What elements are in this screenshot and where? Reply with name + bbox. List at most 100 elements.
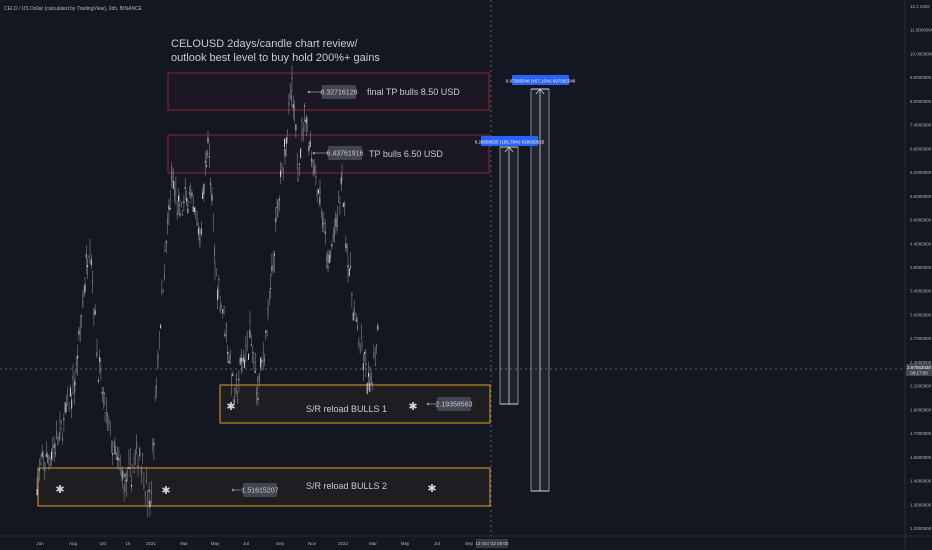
- price-tick-label: 1.5500000: [910, 455, 932, 460]
- candle-body: [354, 311, 355, 313]
- candle-body: [206, 165, 207, 167]
- candle-body: [99, 357, 101, 363]
- candle-body: [164, 250, 166, 252]
- time-tick-label: 16: [125, 541, 131, 546]
- candle-body: [187, 201, 189, 207]
- time-tick-label: 2021: [146, 541, 157, 546]
- current-price: 2.97552038: [907, 365, 931, 370]
- candle-body: [327, 266, 329, 268]
- candle-body: [257, 397, 259, 401]
- symbol-header: CELO / US Dollar (calculated by TradingV…: [4, 6, 143, 12]
- candle-body: [274, 253, 275, 256]
- candle-body: [211, 194, 213, 201]
- candle-body: [324, 231, 326, 234]
- measure-large-text: 6.97565548 (457.15%) 697565548: [506, 79, 576, 84]
- candle-body: [246, 338, 248, 339]
- price-tick-label: 5.6000000: [910, 194, 932, 199]
- candle-body: [362, 363, 364, 371]
- candle-body: [202, 192, 204, 200]
- final-tp-dot: [307, 90, 311, 94]
- candle-body: [222, 308, 224, 314]
- candle-body: [94, 310, 96, 315]
- candle-body: [59, 420, 61, 422]
- candle-body: [288, 101, 290, 106]
- candle-body: [93, 307, 95, 317]
- candle-body: [137, 465, 139, 467]
- candle-body: [267, 306, 269, 315]
- price-tick-label: 1.9000000: [910, 407, 932, 412]
- candle-body: [182, 214, 184, 216]
- candle-body: [85, 254, 87, 258]
- candle-body: [369, 373, 371, 380]
- candle-body: [276, 207, 278, 208]
- candle-body: [215, 268, 217, 271]
- candle-body: [372, 382, 374, 387]
- candle-body: [132, 471, 134, 473]
- candle-body: [346, 245, 348, 252]
- price-tick-label: 11.0000000: [910, 28, 932, 33]
- candle-body: [131, 484, 132, 487]
- candle-body: [284, 149, 286, 157]
- final-tp-label: final TP bulls 8.50 USD: [367, 87, 460, 97]
- candle-body: [119, 470, 121, 472]
- price-tick-label: 5.0000000: [910, 218, 932, 223]
- time-axis[interactable]: Jun Aug Oct 16 2021 Mar May Jul Sep Nov 2022 Mar May…: [36, 539, 509, 548]
- candle-body: [140, 465, 142, 475]
- price-tick-label: 12.1 USD: [910, 4, 930, 9]
- candle-body: [152, 454, 154, 455]
- candle-body: [114, 445, 116, 455]
- final-tp-price-badge: [322, 85, 356, 99]
- candle-body: [192, 206, 194, 212]
- candle-body: [315, 175, 317, 179]
- candle-body: [92, 281, 94, 283]
- candle-body: [338, 191, 340, 193]
- candle-body: [96, 354, 98, 356]
- candle-body: [183, 201, 185, 204]
- candle-body: [254, 370, 256, 374]
- candle-body: [241, 365, 243, 372]
- candle-body: [64, 402, 66, 413]
- price-tick-label: 2.4000000: [910, 360, 932, 365]
- candle-body: [174, 188, 176, 197]
- tp-price-badge: [328, 146, 362, 160]
- time-tick-label: Sep: [465, 541, 474, 546]
- candle-body: [347, 265, 349, 268]
- candle-body: [107, 412, 109, 415]
- candle-body: [355, 319, 357, 322]
- candle-body: [143, 484, 145, 488]
- price-axis[interactable]: 12.1 USD 11.0000000 10.0000000 9.0000000 8.0…: [910, 4, 932, 531]
- candle-body: [41, 452, 43, 457]
- time-tick-label: Nov: [308, 541, 317, 546]
- candle-body: [244, 359, 246, 369]
- candle-body: [332, 234, 334, 240]
- candle-body: [312, 169, 314, 176]
- candle-body: [153, 442, 155, 446]
- candle-body: [154, 397, 156, 399]
- candle-body: [108, 419, 110, 424]
- candle-body: [169, 207, 171, 210]
- candle-body: [234, 387, 236, 394]
- candle-body: [292, 104, 294, 109]
- candle-body: [149, 500, 151, 507]
- candle-body: [304, 119, 306, 122]
- time-tick-label: Mar: [369, 541, 377, 546]
- candle-body: [165, 240, 167, 243]
- candle-body: [361, 337, 362, 339]
- price-tick-label: 10.0000000: [910, 51, 932, 56]
- candle-body: [342, 203, 344, 208]
- candle-body: [241, 357, 242, 362]
- current-time: 08:17:00: [910, 371, 928, 376]
- sr2-price: 1.51615207: [242, 488, 279, 495]
- candle-body: [171, 175, 173, 178]
- star-marker-icon: ✱: [161, 485, 170, 497]
- candle-body: [208, 156, 210, 158]
- candle-body: [238, 378, 240, 381]
- candle-body: [180, 201, 182, 204]
- candle-body: [330, 251, 332, 259]
- candle-body: [291, 77, 293, 79]
- candle-body: [121, 474, 122, 476]
- candle-body: [87, 265, 89, 268]
- candle-body: [118, 458, 120, 461]
